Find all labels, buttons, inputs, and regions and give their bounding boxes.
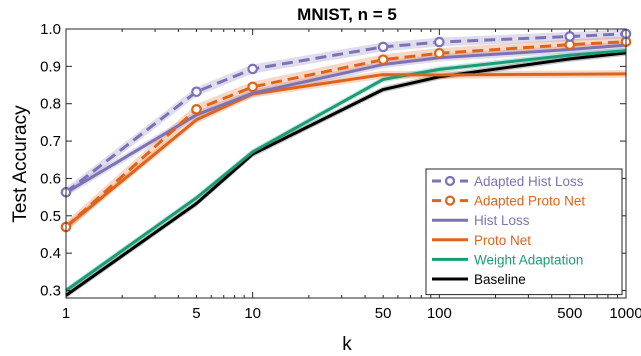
x-tick-label: 100 <box>427 305 452 322</box>
legend-marker <box>444 175 456 187</box>
legend-label: Adapted Hist Loss <box>474 174 584 189</box>
x-axis-label: k <box>342 334 352 355</box>
y-tick-label: 1.0 <box>40 21 61 38</box>
legend-item-baseline: Baseline <box>432 272 526 287</box>
line-baseline <box>65 51 627 297</box>
y-tick-label: 0.7 <box>40 133 61 150</box>
y-axis-label: Test Accuracy <box>10 105 31 223</box>
legend-item-hist-loss: Hist Loss <box>432 213 530 228</box>
legend-item-weight-adaptation: Weight Adaptation <box>432 252 583 267</box>
point-adapted-hist-loss <box>377 41 389 53</box>
legend-item-adapted-proto-net: Adapted Proto Net <box>432 194 585 209</box>
point-adapted-hist-loss <box>434 36 445 48</box>
legend-marker <box>444 195 456 206</box>
axes: 1 5 10 50 100 500 1000 0.3 0.4 0.5 0.6 0.7 0.8 0.9 1.0 <box>40 21 641 322</box>
x-tick-label: 1 <box>62 305 70 322</box>
legend-label: Weight Adaptation <box>474 252 583 267</box>
point-adapted-proto-net <box>434 47 445 59</box>
legend-item-proto-net: Proto Net <box>432 233 531 248</box>
x-tick-label: 50 <box>375 305 392 322</box>
legend: Adapted Hist Loss Adapted Proto Net Hist L… <box>425 168 623 296</box>
point-adapted-hist-loss <box>247 63 258 75</box>
y-tick-label: 0.4 <box>40 245 61 262</box>
x-tick-label: 1000 <box>609 305 641 322</box>
chart-title: MNIST, n = 5 <box>297 5 397 24</box>
y-tick-label: 0.8 <box>40 96 61 113</box>
legend-label: Baseline <box>474 272 526 287</box>
point-adapted-proto-net <box>191 104 202 115</box>
y-tick-label: 0.3 <box>40 283 61 300</box>
x-tick-label: 10 <box>244 305 261 322</box>
legend-item-adapted-hist-loss: Adapted Hist Loss <box>432 174 584 189</box>
legend-label: Adapted Proto Net <box>474 194 585 209</box>
y-tick-label: 0.9 <box>40 58 61 75</box>
y-tick-label: 0.5 <box>40 208 61 225</box>
legend-box <box>425 168 623 296</box>
y-tick-label: 0.6 <box>40 170 61 187</box>
point-adapted-proto-net <box>377 54 389 65</box>
line-weight-adaptation <box>65 49 627 292</box>
x-tick-label: 500 <box>557 305 582 322</box>
plot-frame <box>65 28 627 299</box>
point-adapted-hist-loss <box>564 31 576 42</box>
point-adapted-hist-loss <box>191 86 202 98</box>
legend-label: Proto Net <box>474 233 531 248</box>
x-tick-label: 5 <box>192 305 200 322</box>
legend-label: Hist Loss <box>474 213 530 228</box>
line-proto-net <box>65 72 627 229</box>
point-adapted-proto-net <box>247 81 258 93</box>
